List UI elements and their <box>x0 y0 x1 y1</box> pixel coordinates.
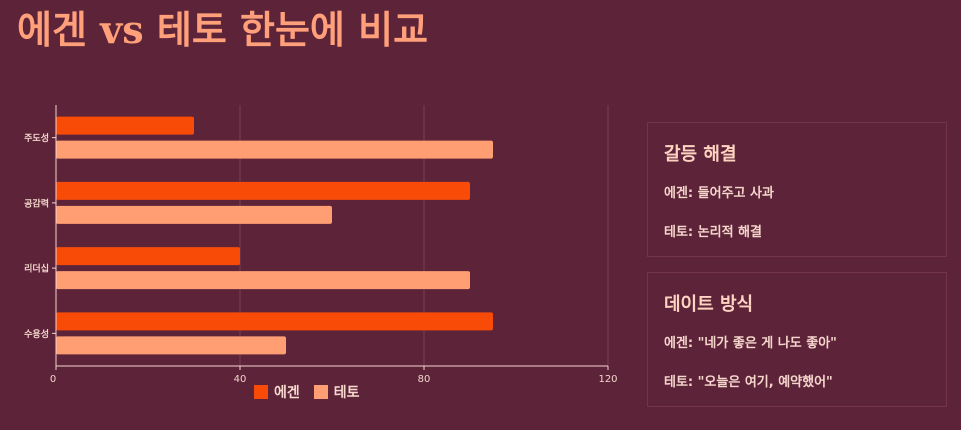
bar-1-3 <box>56 247 240 266</box>
date-style-card: 데이트 방식 에겐: "네가 좋은 게 나도 좋아" 테토: "오늘은 여기, … <box>647 272 947 407</box>
bar-1-2 <box>56 181 470 200</box>
x-tick-label-1: 0 <box>50 374 56 385</box>
chart-legend: 에겐 테토 <box>254 382 360 402</box>
y-tick-label-2: 공감력 <box>24 197 49 209</box>
legend-item-series-2[interactable]: 테토 <box>313 382 360 402</box>
page-title: 에겐 vs 테토 한눈에 비교 <box>17 7 429 52</box>
bar-1-1 <box>56 116 194 135</box>
date-style-card-line-1: 에겐: "네가 좋은 게 나도 좋아" <box>664 336 837 351</box>
x-tick-label-4: 120 <box>598 374 617 385</box>
legend-swatch-series-2 <box>313 385 328 399</box>
bar-1-4 <box>56 312 493 331</box>
conflict-card-title: 갈등 해결 <box>664 144 737 165</box>
y-tick-label-3: 리더십 <box>24 263 49 275</box>
x-tick-label-2: 40 <box>234 374 247 385</box>
legend-item-series-1[interactable]: 에겐 <box>254 382 300 402</box>
bar-2-1 <box>56 140 493 159</box>
legend-label-series-1: 에겐 <box>274 385 300 401</box>
bar-2-4 <box>56 336 286 355</box>
y-tick-label-1: 주도성 <box>24 132 49 144</box>
date-style-card-title: 데이트 방식 <box>664 294 754 315</box>
bar-2-3 <box>56 271 470 290</box>
legend-swatch-series-1 <box>254 385 268 399</box>
legend-label-series-2: 테토 <box>333 385 360 401</box>
conflict-card: 갈등 해결 에겐: 들어주고 사과 테토: 논리적 해결 <box>647 122 947 257</box>
y-tick-label-4: 수용성 <box>24 328 49 340</box>
x-tick-label-3: 80 <box>418 374 431 385</box>
date-style-card-line-2: 테토: "오늘은 여기, 예약했어" <box>664 375 833 390</box>
conflict-card-line-1: 에겐: 들어주고 사과 <box>664 186 774 201</box>
conflict-card-line-2: 테토: 논리적 해결 <box>664 225 762 240</box>
bar-2-2 <box>56 205 332 224</box>
